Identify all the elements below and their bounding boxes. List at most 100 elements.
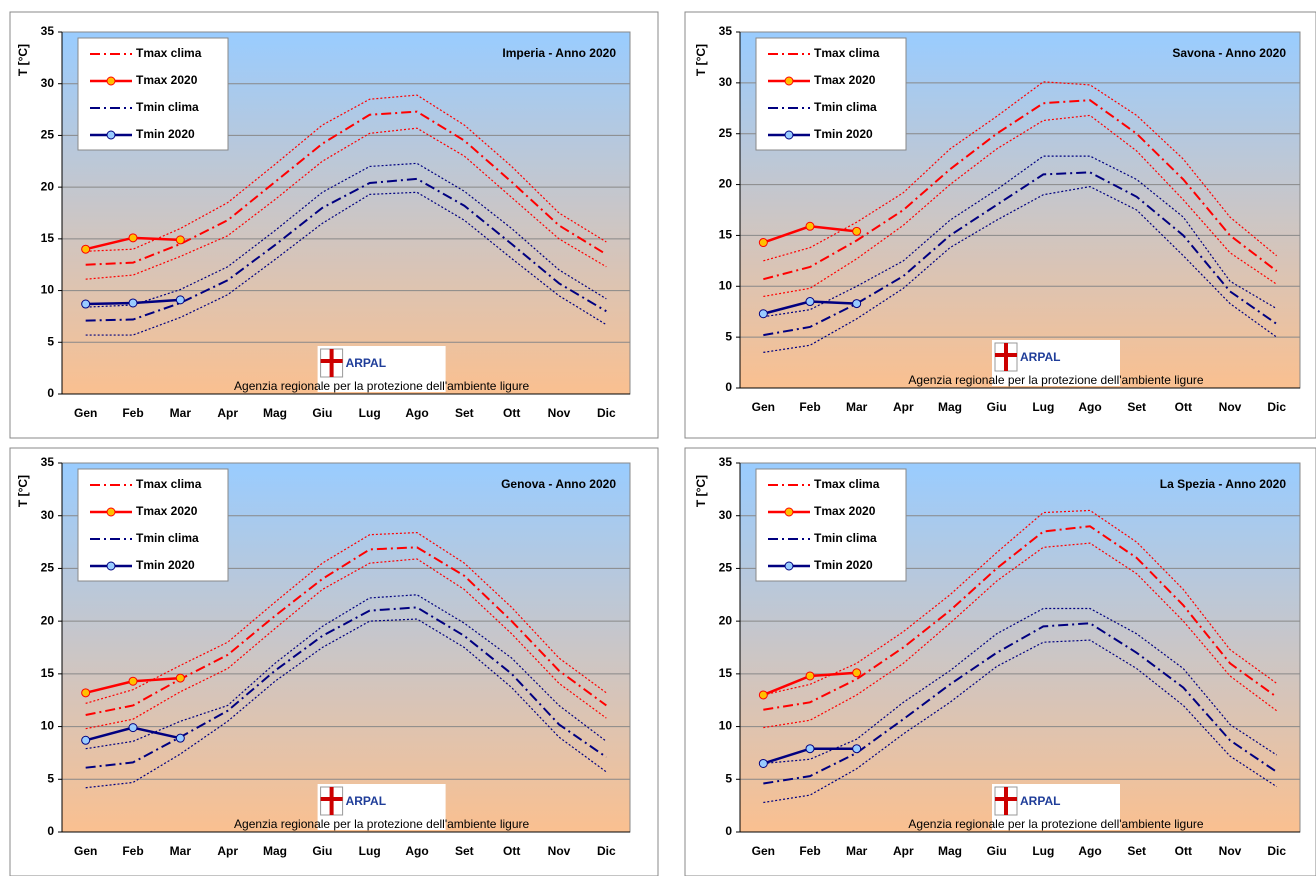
- x-tick-label: Giu: [987, 400, 1007, 414]
- x-tick-label: Mar: [846, 400, 868, 414]
- chart-title: Genova - Anno 2020: [501, 477, 616, 491]
- legend-label: Tmax clima: [814, 46, 880, 60]
- x-tick-label: Ago: [405, 844, 428, 858]
- x-tick-label: Set: [455, 406, 474, 420]
- marker: [175, 295, 185, 305]
- x-tick-label: Dic: [597, 406, 616, 420]
- x-tick-label: Ott: [1175, 844, 1192, 858]
- legend-marker: [106, 561, 116, 571]
- x-tick-label: Feb: [799, 844, 820, 858]
- marker: [81, 735, 91, 745]
- y-tick-label: 10: [41, 283, 55, 297]
- series-line: [763, 114, 1278, 298]
- marker: [81, 244, 91, 254]
- x-tick-label: Feb: [122, 844, 143, 858]
- y-tick-label: 30: [41, 76, 55, 90]
- chart-title: La Spezia - Anno 2020: [1160, 477, 1287, 491]
- x-tick-label: Mag: [938, 844, 962, 858]
- series-line: [85, 127, 607, 280]
- logo: ARPAL Agenzia regionale per la protezione…: [234, 346, 529, 393]
- x-tick-label: Ago: [1078, 400, 1101, 414]
- x-tick-label: Giu: [987, 844, 1007, 858]
- series-line: [763, 509, 1278, 696]
- legend-label: Tmin 2020: [136, 558, 195, 572]
- logo-text: ARPAL: [346, 356, 386, 370]
- x-tick-label: Set: [455, 844, 474, 858]
- x-tick-label: Giu: [312, 406, 332, 420]
- x-tick-label: Nov: [1219, 844, 1242, 858]
- y-tick-label: 0: [725, 380, 732, 394]
- x-tick-label: Mar: [170, 844, 192, 858]
- logo: ARPAL Agenzia regionale per la protezione…: [234, 784, 529, 831]
- legend-marker: [784, 76, 794, 86]
- marker: [128, 676, 138, 686]
- series-line: [763, 185, 1278, 353]
- x-tick-label: Gen: [752, 844, 775, 858]
- y-tick-label: 30: [41, 508, 55, 522]
- x-tick-label: Ott: [503, 406, 520, 420]
- logo-text: ARPAL: [1020, 794, 1060, 808]
- series-line: [85, 110, 607, 266]
- logo: ARPAL Agenzia regionale per la protezione…: [908, 340, 1204, 387]
- x-tick-label: Ott: [1175, 400, 1192, 414]
- chart-title: Savona - Anno 2020: [1172, 46, 1286, 60]
- legend: [755, 37, 907, 151]
- legend: [77, 37, 229, 151]
- x-tick-label: Dic: [1267, 844, 1286, 858]
- legend-label: Tmin clima: [136, 100, 199, 114]
- x-tick-label: Set: [1127, 400, 1146, 414]
- series-line: [763, 525, 1278, 711]
- marker: [805, 671, 815, 681]
- marker: [805, 744, 815, 754]
- x-tick-label: Dic: [597, 844, 616, 858]
- legend-marker: [784, 507, 794, 517]
- marker: [128, 298, 138, 308]
- legend-label: Tmax clima: [814, 477, 880, 491]
- x-tick-label: Dic: [1267, 400, 1286, 414]
- x-tick-label: Lug: [1032, 400, 1054, 414]
- x-tick-label: Mag: [263, 844, 287, 858]
- series-line: [85, 162, 607, 308]
- marker: [852, 299, 862, 309]
- series-line: [763, 99, 1278, 281]
- x-tick-label: Apr: [893, 844, 914, 858]
- marker: [175, 235, 185, 245]
- x-tick-label: Gen: [752, 400, 775, 414]
- legend-label: Tmax 2020: [814, 73, 876, 87]
- y-tick-label: 30: [719, 508, 733, 522]
- logo-cross-h: [995, 797, 1017, 801]
- y-tick-label: 15: [41, 666, 55, 680]
- series-line: [763, 81, 1278, 262]
- series-line: [763, 607, 1277, 765]
- logo-caption: Agenzia regionale per la protezione dell…: [908, 817, 1203, 831]
- y-tick-label: 25: [719, 561, 733, 575]
- y-tick-label: 25: [41, 561, 55, 575]
- x-tick-label: Lug: [359, 406, 381, 420]
- y-tick-label: 15: [41, 231, 55, 245]
- x-tick-label: Feb: [122, 406, 143, 420]
- y-tick-label: 5: [725, 329, 732, 343]
- y-tick-label: 0: [725, 824, 732, 838]
- series-line: [85, 618, 607, 789]
- legend-marker: [784, 130, 794, 140]
- series-line: [85, 606, 607, 769]
- legend-label: Tmin clima: [814, 531, 877, 545]
- x-tick-label: Nov: [1219, 400, 1242, 414]
- y-tick-label: 20: [41, 179, 55, 193]
- legend-marker: [106, 76, 116, 86]
- y-tick-label: 15: [719, 228, 733, 242]
- marker: [81, 299, 91, 309]
- y-tick-label: 30: [719, 75, 733, 89]
- series-line: [85, 177, 607, 322]
- marker: [805, 297, 815, 307]
- marker: [852, 744, 862, 754]
- y-axis-label: T [°C]: [694, 44, 708, 76]
- legend-marker: [106, 130, 116, 140]
- legend-label: Tmax clima: [136, 477, 202, 491]
- logo-caption: Agenzia regionale per la protezione dell…: [234, 817, 529, 831]
- y-axis-label: T [°C]: [16, 475, 30, 507]
- series-line: [85, 594, 607, 750]
- y-tick-label: 5: [47, 334, 54, 348]
